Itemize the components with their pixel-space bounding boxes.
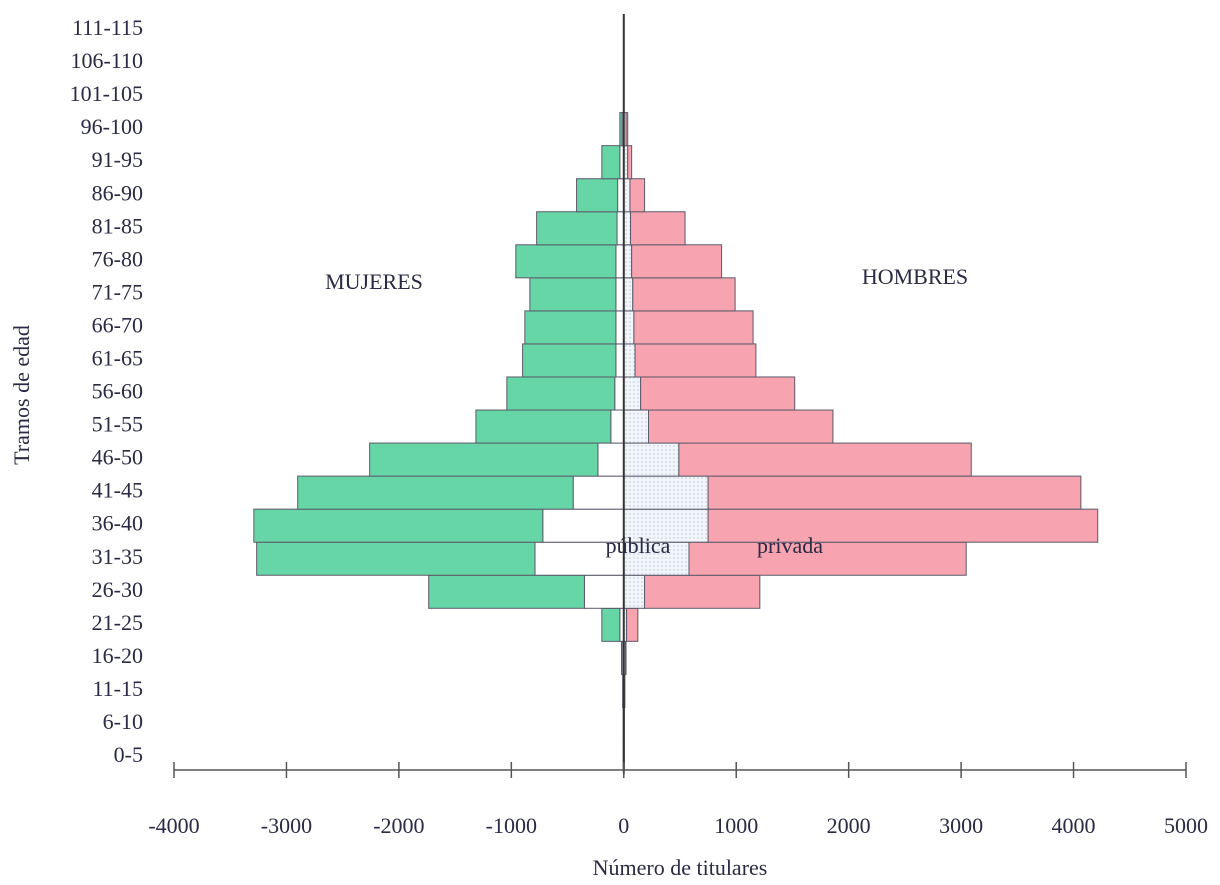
bar-segment [616, 211, 625, 246]
y-tick-label: 41-45 [92, 478, 143, 503]
bar-segment [297, 475, 574, 510]
bar-segment [610, 409, 625, 444]
bar-segment [615, 277, 625, 312]
x-tick-label: -1000 [486, 813, 537, 838]
y-tick-label: 76-80 [92, 246, 143, 271]
bar-segment [623, 475, 709, 510]
x-tick-label: -3000 [261, 813, 312, 838]
bar-segment [583, 574, 625, 609]
bar-segment [627, 145, 633, 180]
y-tick-label: 86-90 [92, 180, 143, 205]
bar-segment [688, 541, 967, 576]
bar-segment [615, 310, 625, 345]
bar-segment [648, 409, 834, 444]
y-tick-label: 66-70 [92, 312, 143, 337]
bar-segment [626, 607, 639, 642]
x-tick-label: 1000 [714, 813, 758, 838]
bar-segment [623, 574, 646, 609]
y-tick-label: 46-50 [92, 445, 143, 470]
bar-segment [522, 343, 617, 378]
bar-segment [597, 442, 625, 477]
x-tick-label: 5000 [1164, 813, 1208, 838]
annotation: MUJERES [325, 269, 423, 294]
x-tick-label: 4000 [1052, 813, 1096, 838]
y-tick-label: 51-55 [92, 412, 143, 437]
bar-segment [428, 574, 585, 609]
bar-segment [623, 409, 650, 444]
y-tick-label: 111-115 [72, 15, 143, 40]
y-tick-label: 71-75 [92, 279, 143, 304]
y-tick-label: 16-20 [92, 643, 143, 668]
y-axis-title: Tramos de edad [9, 325, 34, 465]
bar-segment [633, 310, 754, 345]
bar-segment [634, 343, 757, 378]
bar-segment [632, 277, 736, 312]
bar-segment [623, 211, 632, 246]
y-tick-label: 26-30 [92, 577, 143, 602]
bar-segment [475, 409, 612, 444]
bar-segment [601, 145, 621, 180]
bar-segment [640, 376, 796, 411]
x-axis-title: Número de titulares [593, 855, 768, 880]
bar-segment [707, 475, 1082, 510]
y-tick-label: 11-15 [92, 676, 143, 701]
bar-segment [624, 640, 627, 675]
bar-segment [678, 442, 972, 477]
y-tick-label: 31-35 [92, 544, 143, 569]
bar-segment [506, 376, 616, 411]
y-tick-label: 101-105 [70, 81, 143, 106]
bar-segment [629, 178, 646, 213]
y-tick-label: 21-25 [92, 610, 143, 635]
bar-segment [515, 244, 617, 279]
bar-segment [369, 442, 599, 477]
bar-segment [576, 178, 619, 213]
bar-segment [614, 376, 625, 411]
bar-segment [601, 607, 621, 642]
x-tick-label: 2000 [827, 813, 871, 838]
y-tick-label: 56-60 [92, 379, 143, 404]
y-tick-label: 0-5 [114, 742, 143, 767]
annotation: privada [757, 533, 823, 558]
bar-segment [253, 508, 544, 543]
y-tick-label: 91-95 [92, 147, 143, 172]
bar-segment [623, 343, 636, 378]
x-tick-label: -2000 [373, 813, 424, 838]
bar-segment [631, 244, 723, 279]
bar-segment [572, 475, 625, 510]
bar-segment [529, 277, 617, 312]
bar-segment [524, 310, 617, 345]
bar-segment [623, 244, 633, 279]
y-tick-label: 106-110 [70, 48, 143, 73]
bar-segment [625, 112, 629, 147]
bar-segment [536, 211, 618, 246]
y-tick-label: 36-40 [92, 511, 143, 536]
bar-segment [621, 640, 623, 675]
x-tick-label: 0 [618, 813, 629, 838]
bar-segment [623, 310, 635, 345]
bar-segment [644, 574, 761, 609]
y-tick-label: 81-85 [92, 213, 143, 238]
y-tick-label: 61-65 [92, 346, 143, 371]
bar-segment [256, 541, 536, 576]
y-tick-label: 96-100 [81, 114, 143, 139]
annotation: pública [606, 533, 671, 558]
bar-segment [630, 211, 686, 246]
x-tick-label: -4000 [148, 813, 199, 838]
y-tick-label: 6-10 [103, 709, 143, 734]
x-tick-label: 3000 [939, 813, 983, 838]
bar-segment [623, 442, 680, 477]
annotation: HOMBRES [862, 264, 968, 289]
bar-segment [615, 343, 625, 378]
bar-segment [623, 376, 642, 411]
bar-segment [619, 112, 623, 147]
bar-segment [623, 277, 634, 312]
bar-segment [615, 244, 625, 279]
